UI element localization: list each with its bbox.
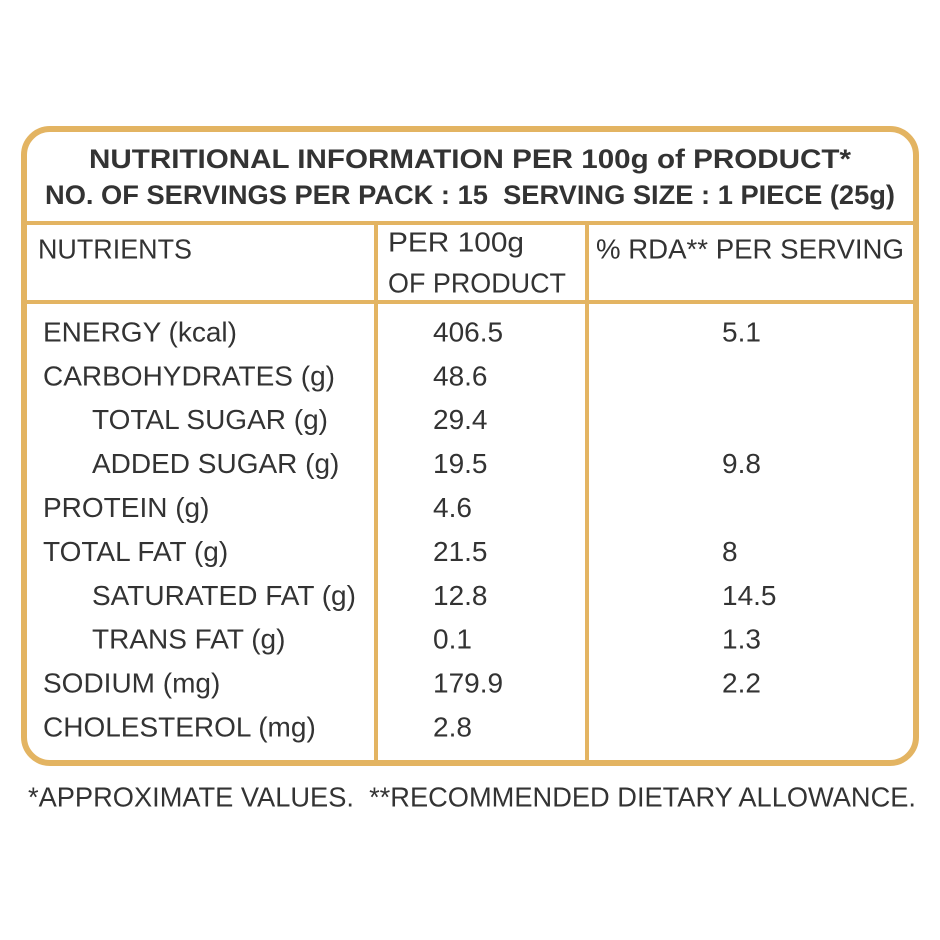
nutrient-value: 14.5 bbox=[722, 580, 777, 611]
footnote: *APPROXIMATE VALUES. **RECOMMENDED DIETA… bbox=[28, 781, 916, 812]
nutrient-value: 406.5 bbox=[433, 316, 503, 347]
column-header: % RDA** PER SERVING bbox=[596, 233, 904, 264]
nutrient-value: 2.2 bbox=[722, 668, 761, 699]
column-header: OF PRODUCT bbox=[388, 267, 566, 298]
nutrient-name: PROTEIN (g) bbox=[43, 492, 209, 523]
nutrient-value: 12.8 bbox=[433, 580, 488, 611]
nutrient-name: ENERGY (kcal) bbox=[43, 316, 237, 347]
nutrient-name: TOTAL FAT (g) bbox=[43, 536, 228, 567]
nutrient-value: 21.5 bbox=[433, 536, 488, 567]
nutrient-value: 8 bbox=[722, 536, 738, 567]
table-border bbox=[21, 126, 919, 766]
column-header: NUTRIENTS bbox=[38, 233, 192, 264]
nutrient-name: SATURATED FAT (g) bbox=[92, 580, 356, 611]
nutrient-name: ADDED SUGAR (g) bbox=[92, 448, 339, 479]
nutrient-value: 19.5 bbox=[433, 448, 488, 479]
subtitle: NO. OF SERVINGS PER PACK : 15 SERVING SI… bbox=[45, 180, 895, 210]
nutrient-name: CARBOHYDRATES (g) bbox=[43, 360, 335, 391]
nutrient-value: 29.4 bbox=[433, 404, 488, 435]
nutrient-value: 1.3 bbox=[722, 624, 761, 655]
nutrient-name: TOTAL SUGAR (g) bbox=[92, 404, 328, 435]
nutrient-name: CHOLESTEROL (mg) bbox=[43, 711, 316, 742]
nutrient-value: 2.8 bbox=[433, 711, 472, 742]
nutrient-value: 5.1 bbox=[722, 316, 761, 347]
nutrient-value: 4.6 bbox=[433, 492, 472, 523]
title: NUTRITIONAL INFORMATION PER 100g of PROD… bbox=[89, 144, 852, 174]
nutrient-value: 48.6 bbox=[433, 360, 488, 391]
nutrient-name: TRANS FAT (g) bbox=[92, 624, 285, 655]
nutrient-value: 0.1 bbox=[433, 624, 472, 655]
nutrient-value: 179.9 bbox=[433, 668, 503, 699]
nutrient-name: SODIUM (mg) bbox=[43, 668, 220, 699]
column-header: PER 100g bbox=[388, 226, 524, 257]
nutrient-value: 9.8 bbox=[722, 448, 761, 479]
